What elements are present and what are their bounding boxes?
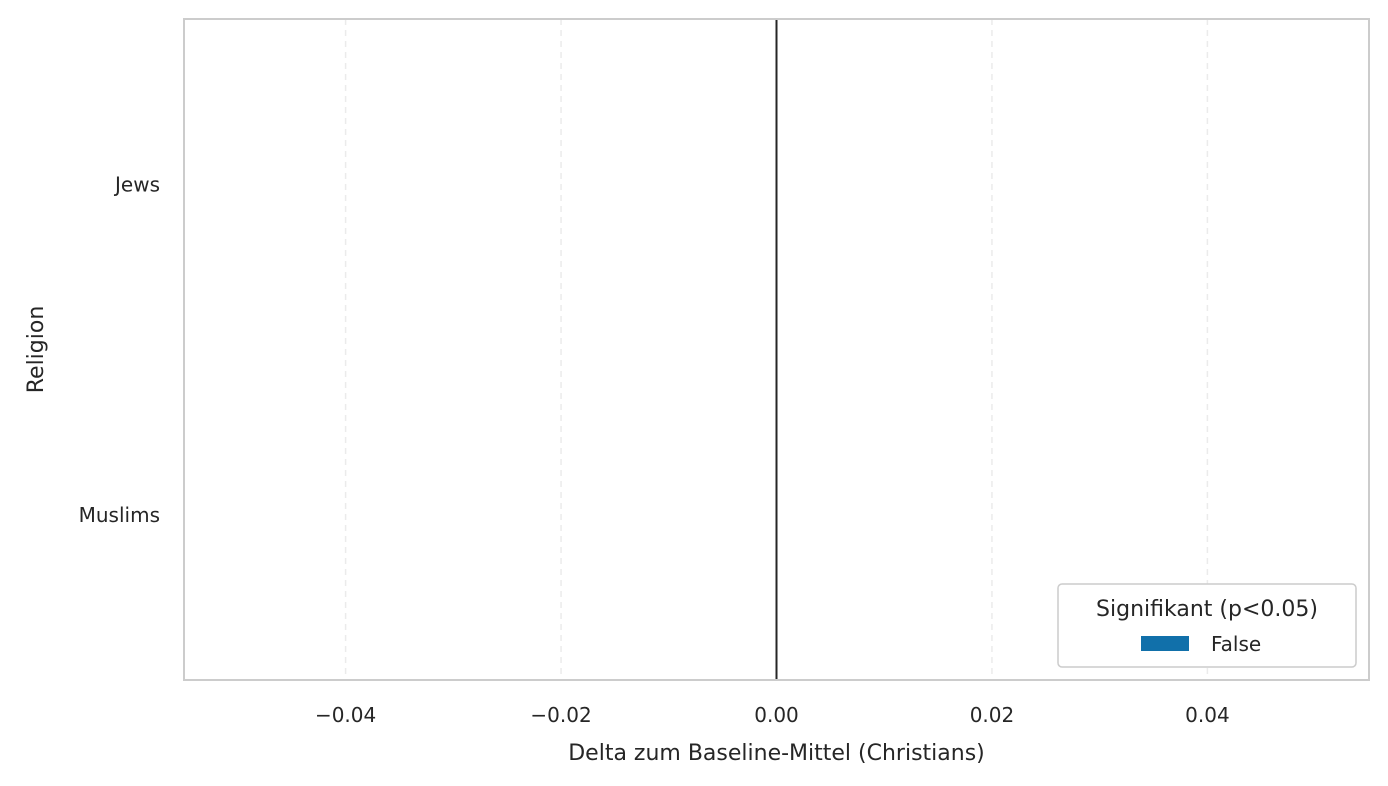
legend-swatch [1141, 636, 1189, 651]
legend: Signifikant (p<0.05) False [1057, 583, 1357, 668]
x-axis-ticks: −0.04 −0.02 0.00 0.02 0.04 [315, 703, 1230, 727]
x-tick-label: 0.00 [754, 703, 799, 727]
x-tick-label: −0.02 [530, 703, 591, 727]
x-axis-label: Delta zum Baseline-Mittel (Christians) [568, 741, 985, 766]
x-tick-label: 0.04 [1185, 703, 1230, 727]
legend-title: Signifikant (p<0.05) [1096, 597, 1318, 622]
y-tick-label: Jews [113, 172, 160, 196]
legend-entries: False [1141, 632, 1261, 656]
y-axis-label: Religion [24, 306, 49, 394]
legend-entry-label: False [1211, 632, 1261, 656]
x-tick-label: −0.04 [315, 703, 376, 727]
y-tick-label: Muslims [79, 503, 160, 527]
y-axis-ticks: Jews Muslims [79, 172, 160, 527]
x-tick-label: 0.02 [970, 703, 1015, 727]
plot-frame [183, 18, 1370, 681]
legend-box [1057, 583, 1357, 668]
